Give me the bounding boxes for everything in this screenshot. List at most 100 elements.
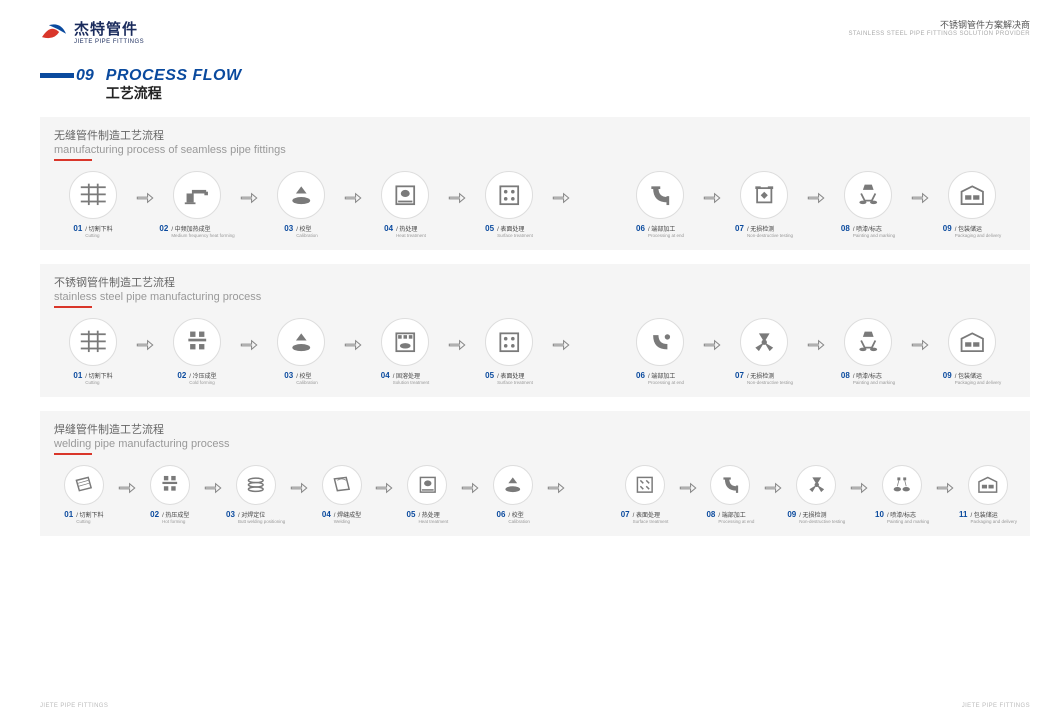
step-name-en: Calibration [296, 233, 318, 238]
arrow-icon [117, 482, 137, 494]
step-name-cn: / 无损检测 [799, 510, 845, 519]
footer: JIETE PIPE FITTINGS JIETE PIPE FITTINGS [0, 703, 1060, 709]
step-number: 03 [284, 371, 293, 380]
step-name-cn: / 包装储运 [970, 510, 1017, 519]
section-title-en: manufacturing process of seamless pipe f… [54, 144, 1018, 156]
step-name-en: Packaging and delivery [955, 233, 1002, 238]
steps-row: 01/ 切割下料Cutting02/ 热压成型Hot forming03/ 对焊… [54, 465, 1018, 524]
step-name-cn: / 热处理 [418, 510, 448, 519]
arrow-icon [678, 482, 698, 494]
arrow-icon [343, 339, 363, 351]
step-number: 05 [407, 510, 416, 519]
elbow2-icon [636, 318, 684, 366]
step-label: 08/ 喷漆/标志Painting and marking [829, 224, 907, 238]
step-label: 06/ 校型Calibration [483, 510, 543, 524]
process-step: 05/ 表面处理Surface treatment [470, 318, 548, 385]
ndt-icon [740, 171, 788, 219]
step-label: 04/ 焊缝成型Welding [312, 510, 372, 524]
step-number: 01 [73, 224, 82, 233]
step-name-cn: / 喷漆/标志 [887, 510, 929, 519]
section-title-cn: 无缝管件制造工艺流程 [54, 127, 1018, 143]
steps-row: 01/ 切割下料Cutting02/ 中频加热成型Medium frequenc… [54, 171, 1018, 238]
step-number: 10 [875, 510, 884, 519]
logo-text-cn: 杰特管件 [74, 18, 144, 39]
step-name-en: Processing at end [648, 380, 684, 385]
step-label: 11/ 包装储运Packaging and delivery [958, 510, 1018, 524]
process-step: 11/ 包装储运Packaging and delivery [958, 465, 1018, 524]
surface-icon [485, 171, 533, 219]
step-name-en: Painting and marking [853, 233, 895, 238]
step-name-cn: / 包装储运 [955, 371, 1002, 380]
step-name-en: Hot forming [162, 519, 189, 524]
step-name-en: Surface treatment [497, 380, 533, 385]
section-title-en: welding pipe manufacturing process [54, 438, 1018, 450]
footer-left: JIETE PIPE FITTINGS [40, 703, 108, 709]
heat-icon [173, 171, 221, 219]
surface2-icon [625, 465, 665, 505]
step-label: 07/ 无损检测Non-destructive testing [725, 371, 803, 385]
step-name-cn: / 表面处理 [497, 224, 533, 233]
sheet-icon [64, 465, 104, 505]
paint2-icon [882, 465, 922, 505]
step-name-cn: / 无损检测 [747, 371, 793, 380]
step-name-cn: / 切割下料 [85, 371, 112, 380]
section-underline-icon [54, 306, 92, 308]
arrow-icon [551, 339, 571, 351]
arrow-icon [135, 339, 155, 351]
arrow-icon [849, 482, 869, 494]
step-name-cn: / 校型 [508, 510, 530, 519]
step-name-cn: / 切割下料 [85, 224, 112, 233]
step-name-cn: / 冷压成型 [189, 371, 216, 380]
process-step: 05/ 表面处理Surface treatment [470, 171, 548, 238]
step-name-cn: / 喷漆/标志 [853, 224, 895, 233]
step-name-en: Heat treatment [396, 233, 426, 238]
step-label: 05/ 表面处理Surface treatment [470, 224, 548, 238]
step-number: 01 [73, 371, 82, 380]
step-label: 05/ 表面处理Surface treatment [470, 371, 548, 385]
arrow-icon [546, 482, 566, 494]
arrow-icon [203, 482, 223, 494]
step-number: 04 [322, 510, 331, 519]
process-step: 04/ 焊缝成型Welding [312, 465, 372, 524]
step-label: 09/ 无损检测Non-destructive testing [786, 510, 846, 524]
arrow-icon [447, 339, 467, 351]
step-label: 03/ 对焊定位Butt welding positioning [226, 510, 286, 524]
pack-icon [948, 318, 996, 366]
section-underline-icon [54, 159, 92, 161]
step-number: 07 [735, 371, 744, 380]
arrow-icon [460, 482, 480, 494]
step-label: 02/ 冷压成型Cold forming [158, 371, 236, 385]
process-step: 07/ 无损检测Non-destructive testing [725, 171, 803, 238]
step-name-cn: / 喷漆/标志 [853, 371, 895, 380]
step-label: 03/ 校型Calibration [262, 371, 340, 385]
step-number: 03 [226, 510, 235, 519]
step-label: 08/ 喷漆/标志Painting and marking [829, 371, 907, 385]
step-name-cn: / 中频加热成型 [171, 224, 234, 233]
process-step: 08/ 喷漆/标志Painting and marking [829, 318, 907, 385]
step-name-en: Surface treatment [497, 233, 533, 238]
step-name-en: Cutting [76, 519, 103, 524]
section-title-cn: 焊缝管件制造工艺流程 [54, 421, 1018, 437]
process-step: 01/ 切割下料Cutting [54, 318, 132, 385]
step-number: 05 [485, 224, 494, 233]
section-underline-icon [54, 453, 92, 455]
arrow-icon [763, 482, 783, 494]
arrow-icon [935, 482, 955, 494]
step-name-en: Processing at end [648, 233, 684, 238]
furnace-icon [381, 171, 429, 219]
step-number: 08 [841, 224, 850, 233]
arrow-icon [551, 192, 571, 204]
process-step: 02/ 中频加热成型Medium frequency heat forming [158, 171, 236, 238]
step-name-en: Packaging and delivery [970, 519, 1017, 524]
step-name-en: Solution treatment [393, 380, 430, 385]
step-name-en: Medium frequency heat forming [171, 233, 234, 238]
step-number: 07 [735, 224, 744, 233]
elbow-icon [636, 171, 684, 219]
arrow-icon [135, 192, 155, 204]
arrow-icon [702, 339, 722, 351]
process-step: 09/ 无损检测Non-destructive testing [786, 465, 846, 524]
step-number: 09 [943, 224, 952, 233]
section-title-en: stainless steel pipe manufacturing proce… [54, 291, 1018, 303]
furnace-icon [407, 465, 447, 505]
step-label: 02/ 中频加热成型Medium frequency heat forming [158, 224, 236, 238]
